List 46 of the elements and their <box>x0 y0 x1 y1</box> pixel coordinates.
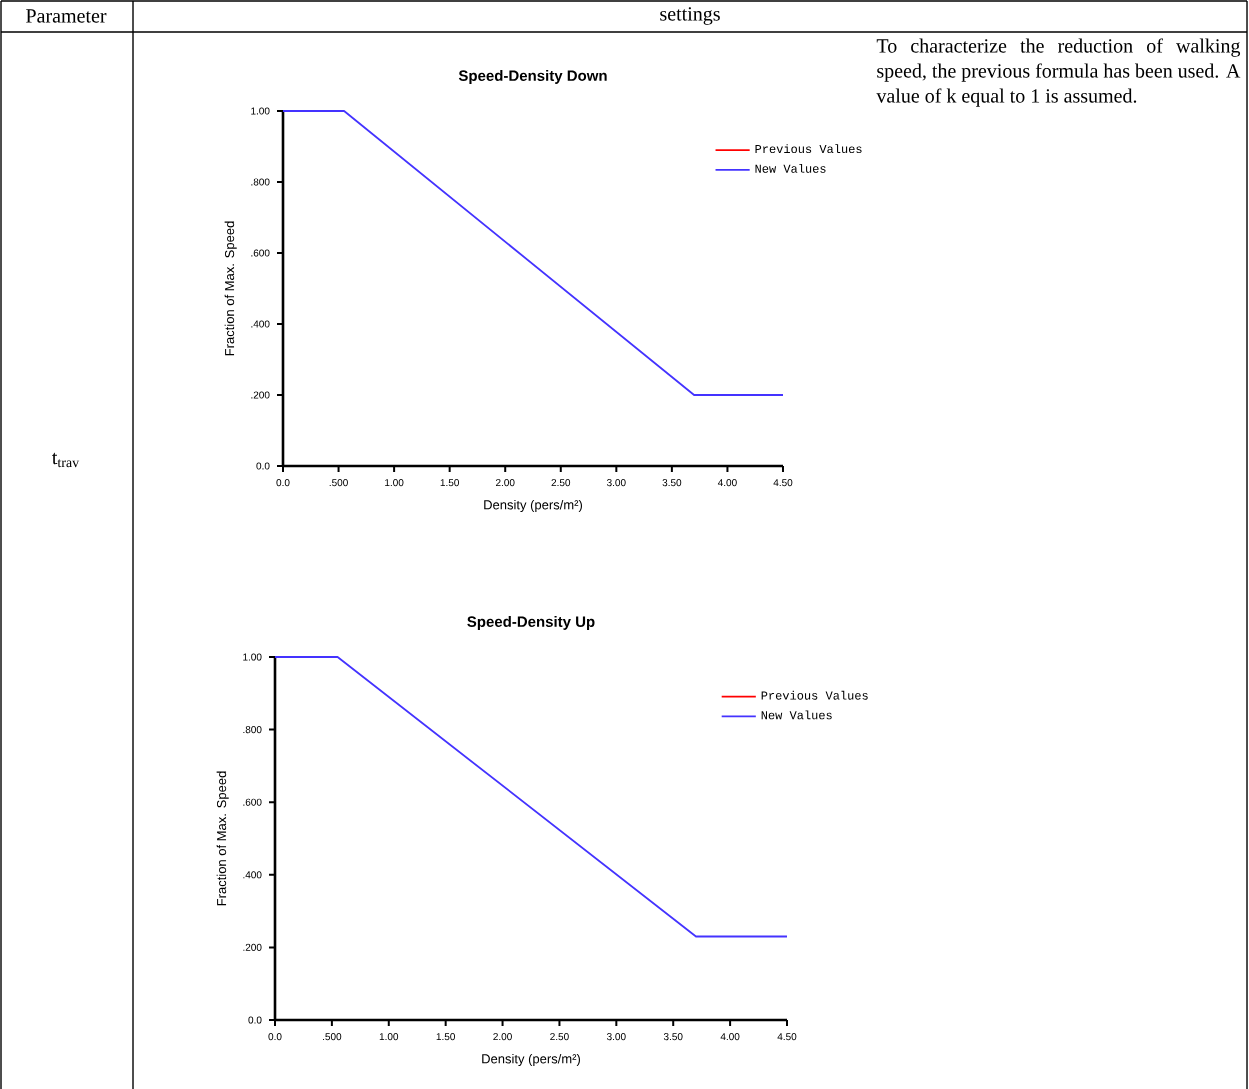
y-tick-label: .600 <box>243 798 262 806</box>
legend-label: Previous Values <box>761 690 868 700</box>
y-tick-label: .200 <box>251 391 270 399</box>
chart-title: Speed-Density Down <box>458 69 607 84</box>
x-tick-label: 3.50 <box>663 1033 683 1041</box>
y-tick-label: .800 <box>243 726 262 734</box>
x-tick-label: .500 <box>323 1033 342 1041</box>
text: To characterize the reduction of walking speed, the previous formula has been used. A value of k equal to 1 is assumed. <box>876 38 1241 107</box>
x-tick-label: 2.50 <box>550 1033 569 1041</box>
legend-label: Previous Values <box>755 144 862 154</box>
y-tick-label: 0.0 <box>248 1016 262 1024</box>
x-tick-label: 4.50 <box>773 479 793 487</box>
y-tick-label: .800 <box>251 178 270 186</box>
x-tick-label: 2.00 <box>493 1033 512 1041</box>
y-axis-title: Fraction of Max. Speed <box>224 221 237 356</box>
legend-label: New Values <box>761 710 832 720</box>
y-tick-label: .400 <box>243 871 262 879</box>
x-tick-label: 3.00 <box>606 479 626 487</box>
legend-label: New Values <box>755 163 826 173</box>
y-tick-label: 1.00 <box>251 107 270 115</box>
x-tick-label: 1.50 <box>440 479 460 487</box>
x-tick-label: 1.00 <box>385 479 404 487</box>
text: settings <box>660 7 720 25</box>
y-tick-label: 1.00 <box>243 653 262 661</box>
x-tick-label: 1.00 <box>379 1033 399 1041</box>
y-tick-label: .600 <box>251 249 270 257</box>
x-axis-title: Density (pers/m²) <box>482 1053 580 1066</box>
x-tick-label: 4.00 <box>720 1033 740 1041</box>
x-axis-title: Density (pers/m²) <box>484 499 582 512</box>
text: t$_{trav}$ <box>52 452 80 468</box>
chart-title: Speed-Density Up <box>467 615 595 630</box>
x-tick-label: 3.50 <box>662 479 682 487</box>
x-tick-label: 2.50 <box>551 479 571 487</box>
x-tick-label: 2.00 <box>495 479 515 487</box>
x-tick-label: 0.0 <box>268 1033 282 1041</box>
y-tick-label: .400 <box>251 320 270 328</box>
y-tick-label: .200 <box>243 943 262 951</box>
x-tick-label: 0.0 <box>276 479 290 487</box>
x-tick-label: 1.50 <box>436 1033 456 1041</box>
x-tick-label: .500 <box>329 479 348 487</box>
x-tick-label: 3.00 <box>606 1033 626 1041</box>
text: Parameter <box>26 9 107 23</box>
y-tick-label: 0.0 <box>256 462 270 470</box>
x-tick-label: 4.50 <box>777 1033 797 1041</box>
y-axis-title: Fraction of Max. Speed <box>216 771 229 906</box>
x-tick-label: 4.00 <box>717 479 737 487</box>
